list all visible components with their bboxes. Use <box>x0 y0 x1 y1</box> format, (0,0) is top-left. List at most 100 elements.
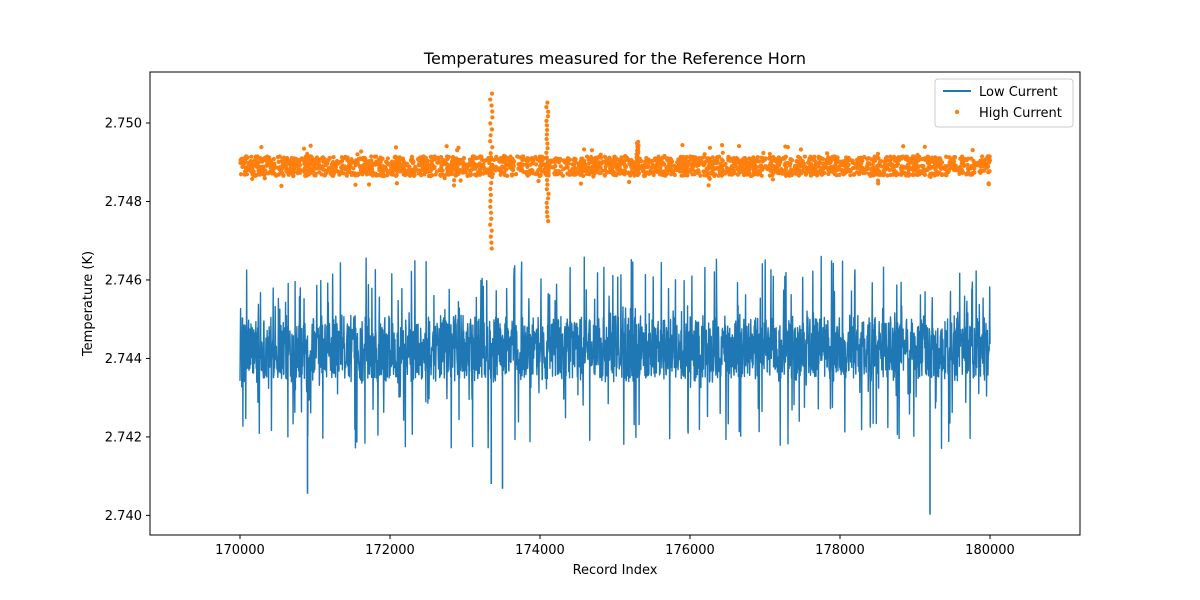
high-current-point <box>578 181 584 186</box>
high-current-point <box>472 154 477 159</box>
high-current-point <box>370 170 376 175</box>
high-current-point <box>442 176 447 181</box>
high-current-spike-point <box>544 187 549 192</box>
high-current-point <box>498 169 504 175</box>
high-current-point <box>977 163 982 168</box>
high-current-point <box>669 157 674 162</box>
high-current-point <box>723 161 728 167</box>
high-current-point <box>700 162 706 167</box>
high-current-point <box>276 159 281 164</box>
high-current-point <box>901 144 906 149</box>
high-current-point <box>320 167 325 172</box>
high-current-point <box>966 156 971 161</box>
high-current-point <box>858 167 863 172</box>
high-current-point <box>317 170 322 175</box>
high-current-point <box>243 165 248 170</box>
high-current-point <box>630 170 636 175</box>
high-current-point <box>393 173 398 178</box>
high-current-point <box>477 172 482 177</box>
high-current-point <box>252 158 257 164</box>
high-current-point <box>915 165 921 170</box>
high-current-point <box>467 157 473 162</box>
high-current-point <box>297 162 303 168</box>
high-current-spike-point <box>545 182 550 187</box>
high-current-point <box>687 169 693 174</box>
high-current-point <box>801 165 806 170</box>
high-current-point <box>648 168 653 173</box>
y-tick-label: 2.748 <box>105 195 142 210</box>
high-current-point <box>525 159 530 164</box>
high-current-point <box>444 144 449 149</box>
high-current-point <box>358 171 363 176</box>
high-current-point <box>337 172 342 177</box>
high-current-point <box>909 157 914 162</box>
high-current-point <box>279 183 284 188</box>
high-current-point <box>937 163 942 168</box>
high-current-point <box>503 167 509 172</box>
high-current-point <box>581 147 587 152</box>
y-tick-label: 2.742 <box>105 430 142 445</box>
high-current-spike-point <box>545 146 550 151</box>
high-current-point <box>345 167 350 173</box>
high-current-point <box>659 157 664 162</box>
x-tick-label: 172000 <box>365 543 415 558</box>
high-current-point <box>331 169 336 174</box>
high-current-point <box>616 170 621 175</box>
high-current-spike-point <box>544 155 549 160</box>
high-current-point <box>500 159 505 164</box>
high-current-point <box>903 171 908 176</box>
high-current-point <box>567 157 573 162</box>
high-current-point <box>536 167 541 173</box>
high-current-point <box>271 157 276 162</box>
high-current-point <box>625 158 631 163</box>
high-current-point <box>891 166 896 172</box>
high-current-point <box>818 156 823 161</box>
high-current-point <box>304 163 309 169</box>
high-current-point <box>707 176 712 182</box>
high-current-spike-point <box>488 151 493 156</box>
high-current-point <box>246 160 251 165</box>
high-current-point <box>748 173 753 178</box>
high-current-point <box>413 164 418 169</box>
high-current-point <box>358 164 363 169</box>
high-current-point <box>772 157 777 163</box>
high-current-point <box>351 160 356 165</box>
high-current-point <box>506 157 511 162</box>
high-current-point <box>727 172 732 177</box>
high-current-point <box>428 154 433 159</box>
high-current-point <box>906 171 911 176</box>
high-current-point <box>799 160 804 165</box>
high-current-point <box>277 171 282 176</box>
high-current-point <box>736 159 741 165</box>
high-current-spike-point <box>489 216 494 221</box>
high-current-point <box>521 154 526 159</box>
high-current-point <box>972 161 977 166</box>
high-current-point <box>355 152 360 157</box>
high-current-point <box>643 159 648 164</box>
high-current-spike-point <box>488 192 493 198</box>
high-current-point <box>749 158 754 163</box>
high-current-point <box>751 161 756 166</box>
high-current-point <box>827 161 832 166</box>
high-current-point <box>768 163 773 168</box>
high-current-point <box>747 162 752 167</box>
high-current-point <box>524 162 529 167</box>
high-current-point <box>856 159 862 164</box>
high-current-spike-point <box>636 139 641 144</box>
high-current-point <box>925 157 930 162</box>
high-current-point <box>284 167 289 173</box>
high-current-point <box>587 171 592 176</box>
legend-label-low-current: Low Current <box>979 85 1058 100</box>
high-current-point <box>252 172 258 178</box>
high-current-point <box>862 154 867 160</box>
high-current-point <box>335 161 340 166</box>
high-current-point <box>680 142 685 148</box>
high-current-point <box>264 163 269 168</box>
high-current-point <box>930 165 935 170</box>
high-current-point <box>922 170 927 175</box>
high-current-point <box>250 168 255 174</box>
high-current-point <box>898 155 904 160</box>
high-current-point <box>953 163 958 168</box>
high-current-point <box>454 160 459 166</box>
high-current-point <box>622 164 628 169</box>
